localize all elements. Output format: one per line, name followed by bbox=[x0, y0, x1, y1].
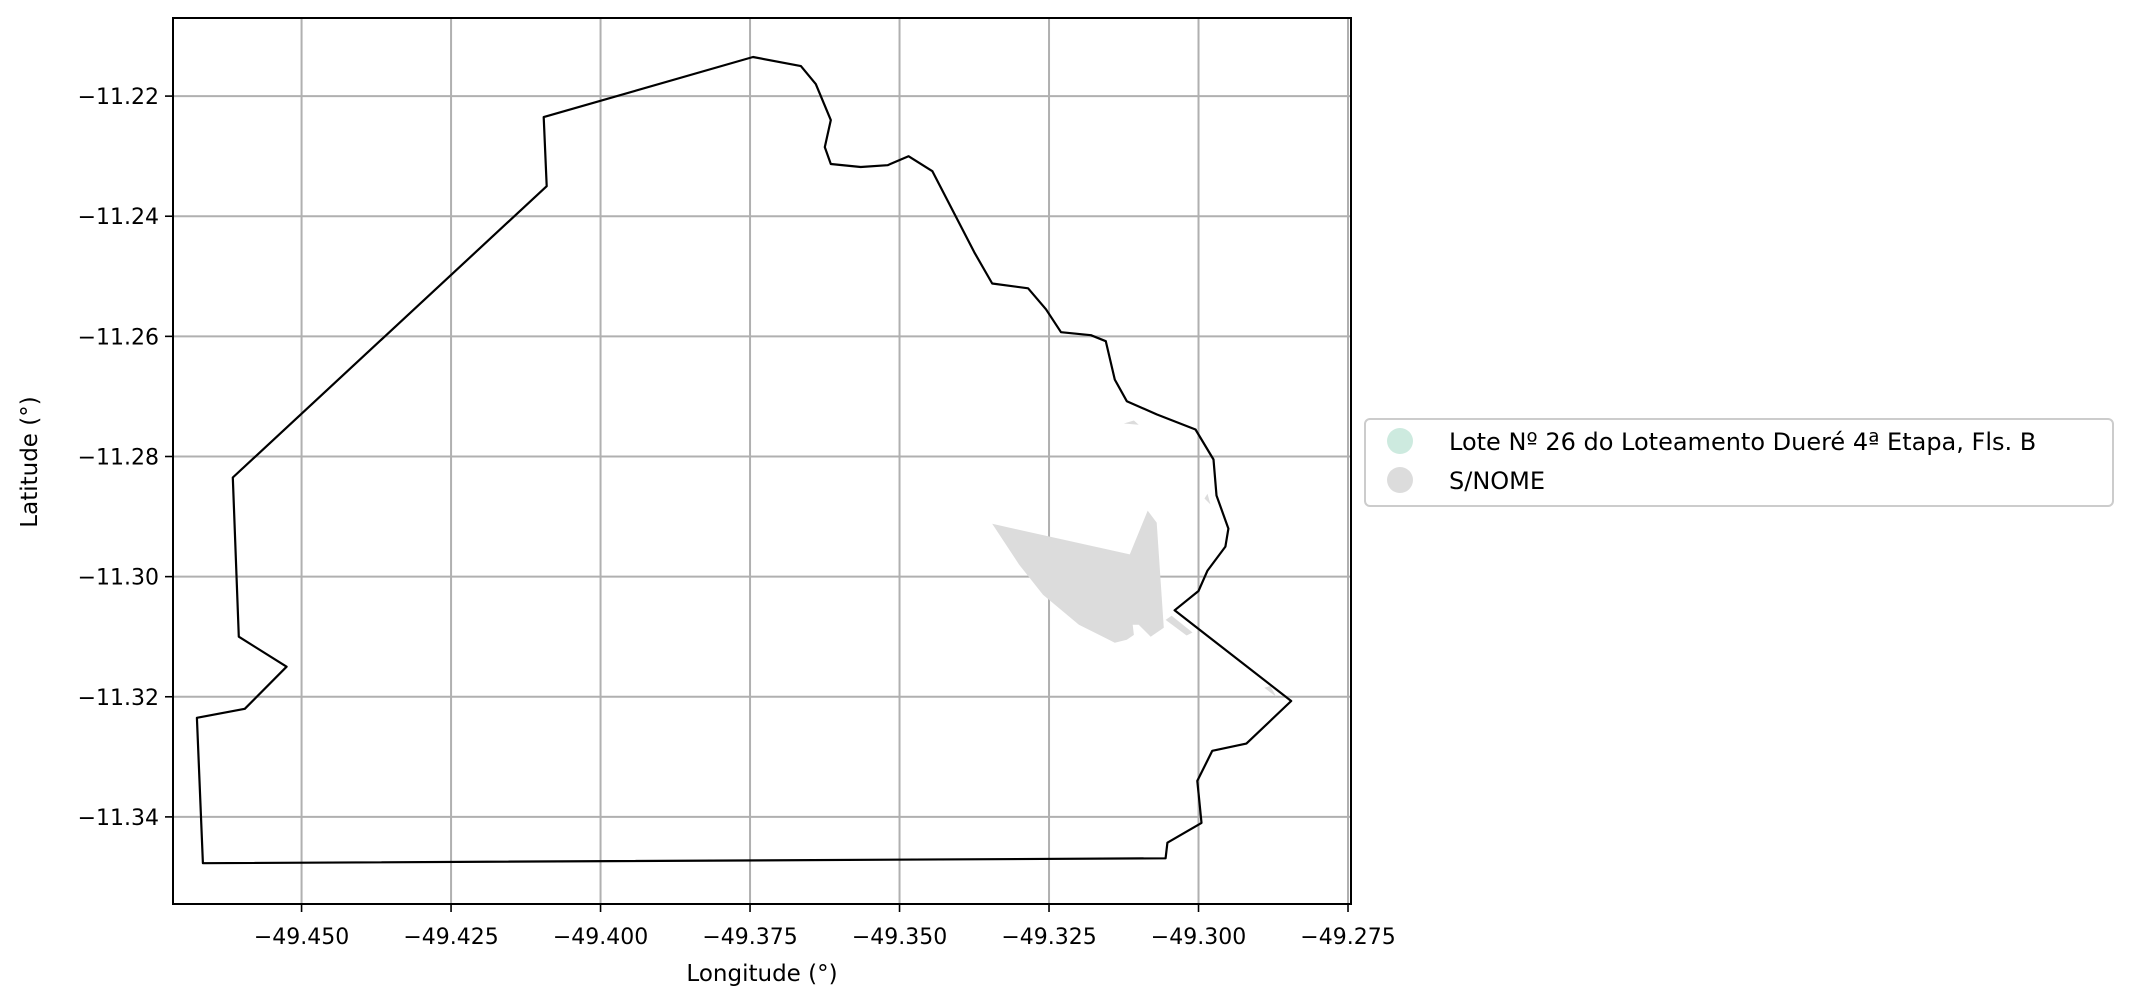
x-tick-label: −49.275 bbox=[1300, 925, 1395, 950]
x-tick-label: −49.300 bbox=[1151, 925, 1246, 950]
x-tick-label: −49.400 bbox=[553, 925, 648, 950]
x-tick-label: −49.375 bbox=[702, 925, 797, 950]
y-tick-label: −11.30 bbox=[78, 566, 159, 591]
x-tick-label: −49.350 bbox=[852, 925, 947, 950]
y-tick-label: −11.34 bbox=[78, 806, 159, 831]
y-axis-label: Latitude (°) bbox=[17, 396, 43, 527]
legend-swatch-lote bbox=[1387, 428, 1413, 454]
legend-swatch-snome bbox=[1387, 467, 1413, 493]
x-tick-label: −49.325 bbox=[1001, 925, 1096, 950]
x-axis-label: Longitude (°) bbox=[686, 961, 837, 987]
x-tick-label: −49.425 bbox=[403, 925, 498, 950]
y-tick-label: −11.32 bbox=[78, 686, 159, 711]
y-tick-label: −11.22 bbox=[78, 85, 159, 110]
legend-label-snome: S/NOME bbox=[1449, 467, 1545, 495]
x-tick-label: −49.450 bbox=[254, 925, 349, 950]
y-tick-label: −11.24 bbox=[78, 205, 159, 230]
y-tick-label: −11.28 bbox=[78, 445, 159, 470]
legend: Lote Nº 26 do Loteamento Dueré 4ª Etapa,… bbox=[1365, 419, 2113, 506]
y-tick-label: −11.26 bbox=[78, 325, 159, 350]
legend-label-lote: Lote Nº 26 do Loteamento Dueré 4ª Etapa,… bbox=[1449, 428, 2036, 456]
